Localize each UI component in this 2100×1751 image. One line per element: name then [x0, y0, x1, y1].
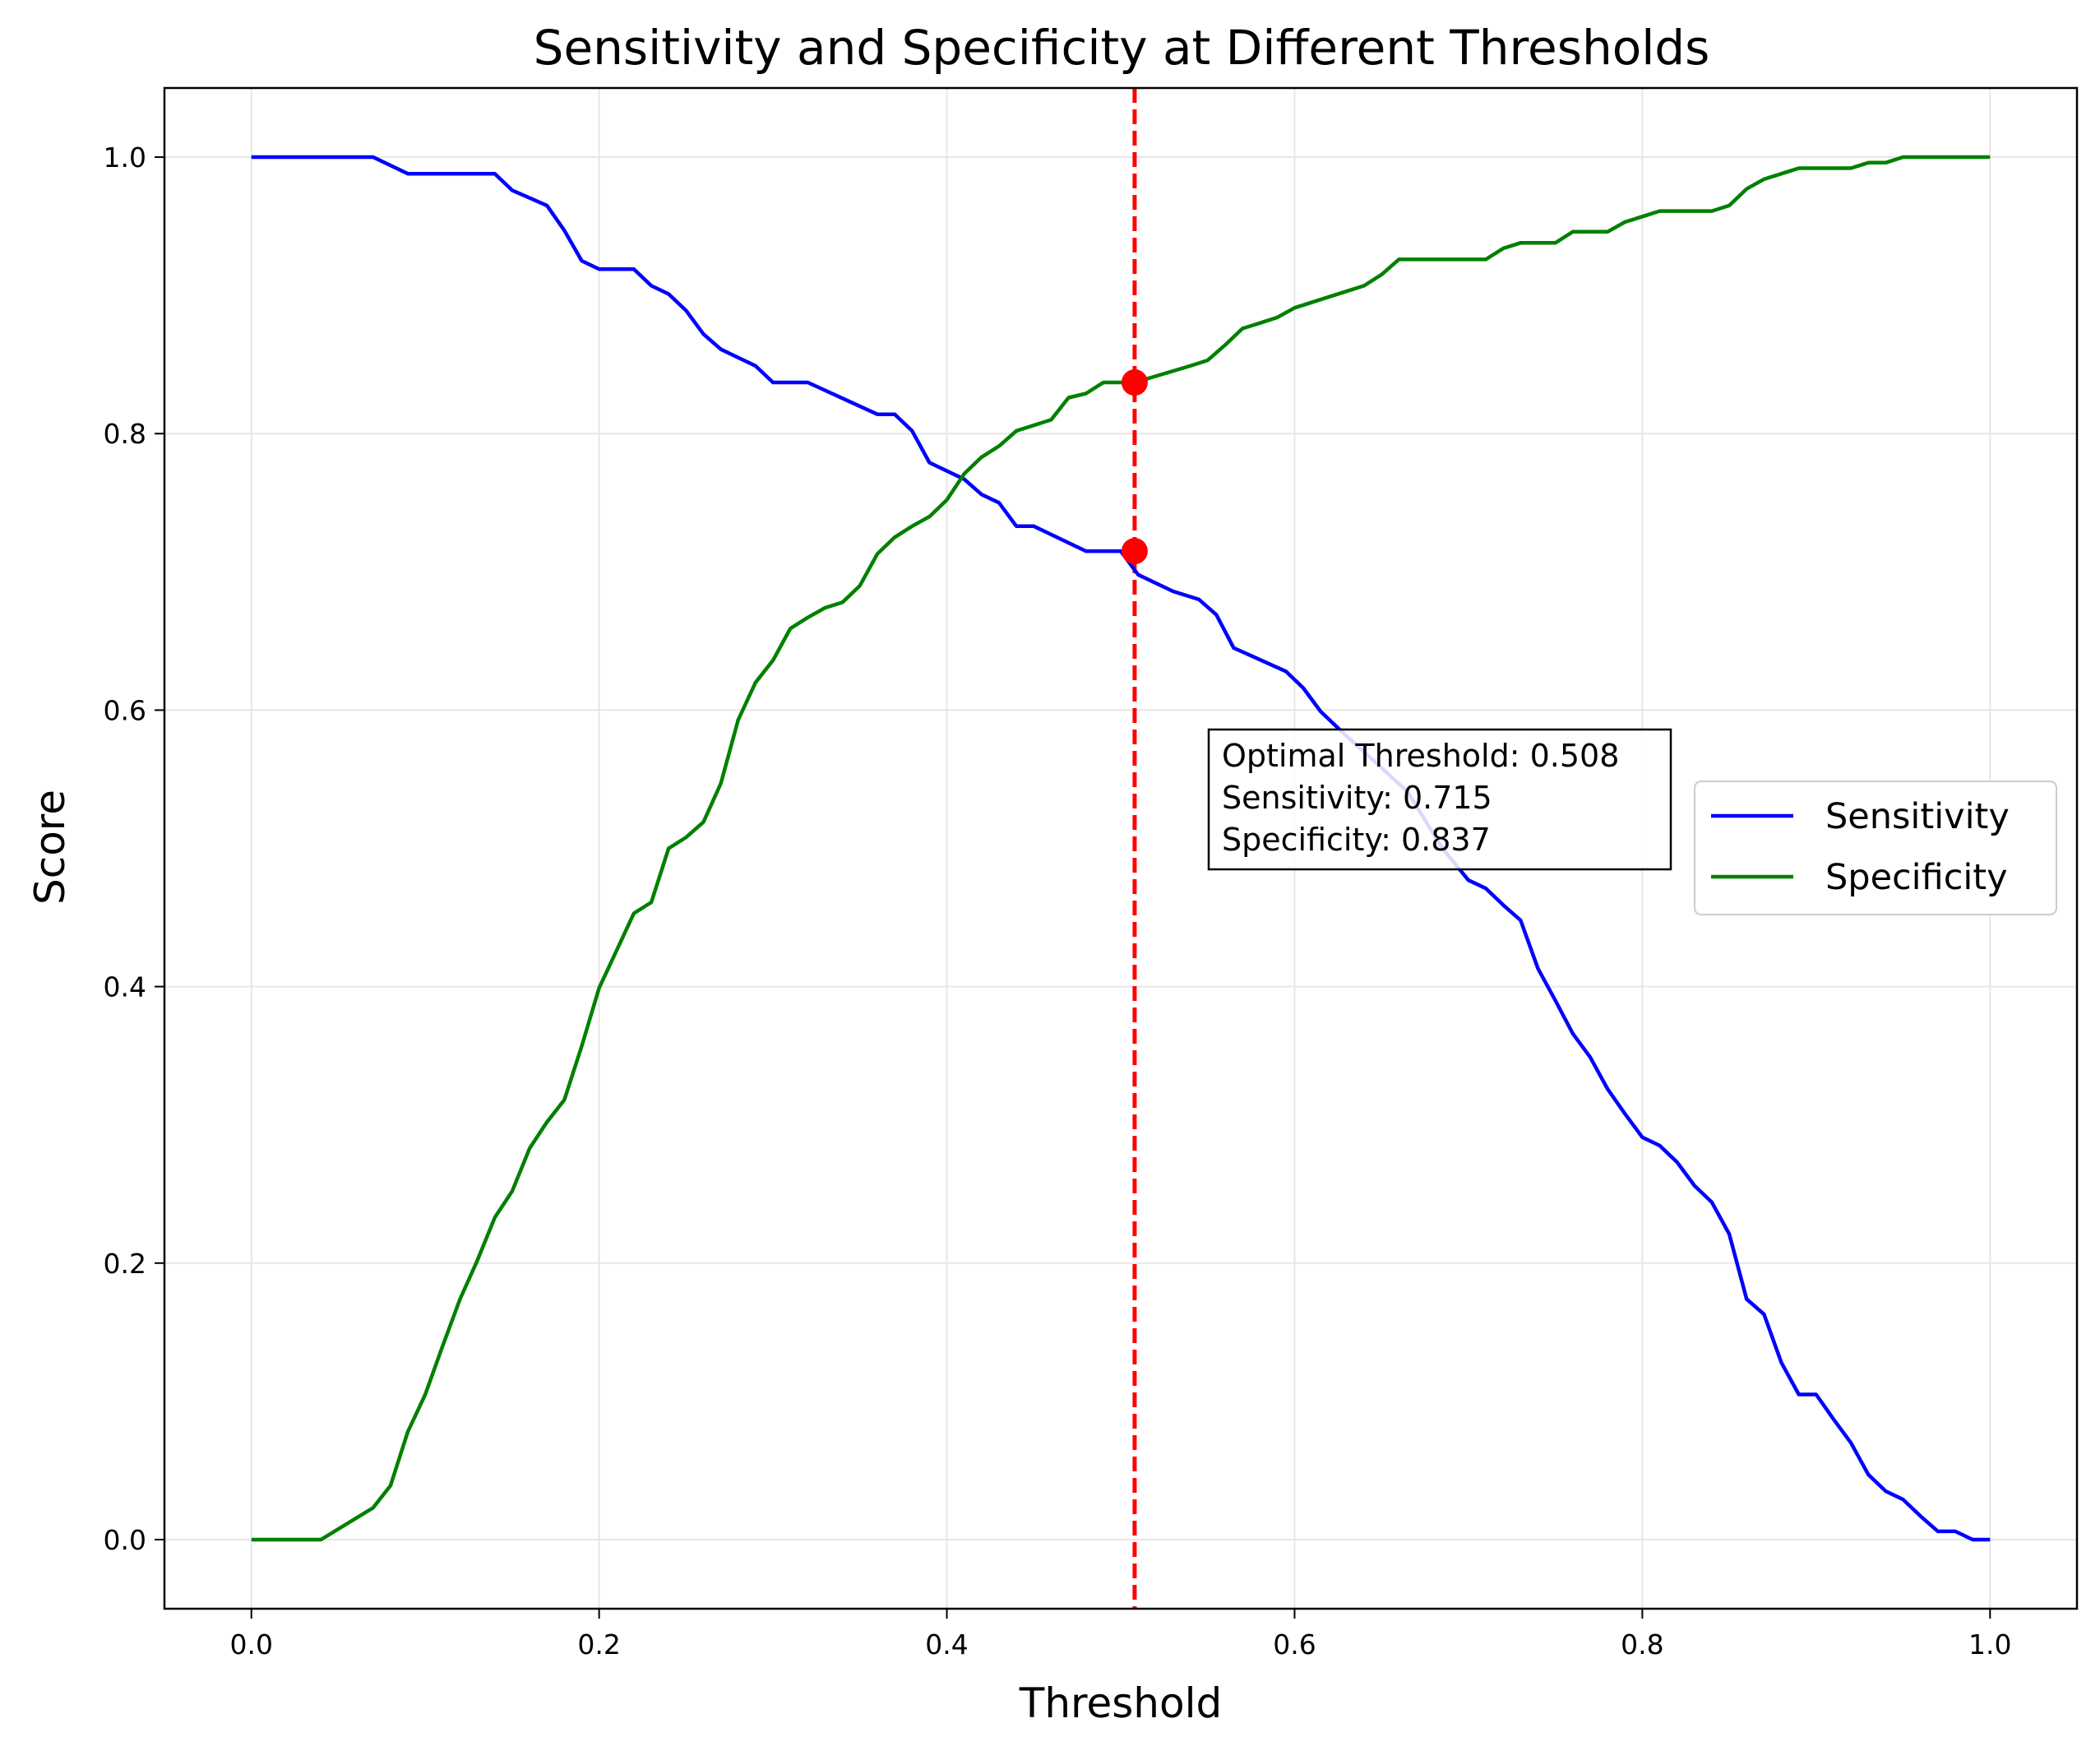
x-tick-label: 0.0: [229, 1628, 272, 1661]
optimal-point-marker: [1121, 538, 1148, 565]
annotation-box: Optimal Threshold: 0.508 Sensitivity: 0.…: [1207, 728, 1672, 871]
y-axis-label: Score: [26, 790, 74, 905]
y-tick-label: 0.4: [104, 971, 146, 1003]
optimal-point-marker: [1121, 369, 1148, 396]
x-tick-label: 0.8: [1621, 1628, 1663, 1661]
x-tick-label: 1.0: [1968, 1628, 2011, 1661]
chart-title: Sensitivity and Specificity at Different…: [534, 20, 1710, 76]
series-line-specificity: [251, 155, 1991, 1542]
y-tick-label: 0.8: [104, 418, 146, 450]
y-tick-label: 1.0: [104, 141, 146, 174]
annotation-line-threshold: Optimal Threshold: 0.508: [1222, 738, 1619, 774]
annotation-frame: [1207, 728, 1672, 871]
annotation-line-sensitivity: Sensitivity: 0.715: [1222, 780, 1492, 816]
x-tick-label: 0.4: [925, 1628, 968, 1661]
legend-label-sensitivity: Sensitivity: [1825, 796, 2010, 837]
legend-label-specificity: Specificity: [1825, 857, 2008, 898]
y-tick-label: 0.6: [104, 694, 146, 726]
series-layer: [251, 155, 1991, 1542]
x-tick-label: 0.6: [1273, 1628, 1316, 1661]
x-axis-label: Threshold: [1019, 1679, 1222, 1727]
tick-layer: 0.0 0.2 0.4 0.6 0.8 1.0 0.0 0.2 0.4 0.6 0.8 1.0: [104, 141, 2012, 1661]
x-tick-label: 0.2: [577, 1628, 620, 1661]
annotation-line-specificity: Specificity: 0.837: [1222, 822, 1491, 858]
series-line-sensitivity: [251, 155, 1991, 1542]
legend: Sensitivity Specificity: [1694, 781, 2057, 915]
marker-layer: [1121, 369, 1148, 565]
y-tick-label: 0.2: [104, 1248, 146, 1280]
plot-frame: [163, 86, 2079, 1610]
y-tick-label: 0.0: [104, 1524, 146, 1556]
